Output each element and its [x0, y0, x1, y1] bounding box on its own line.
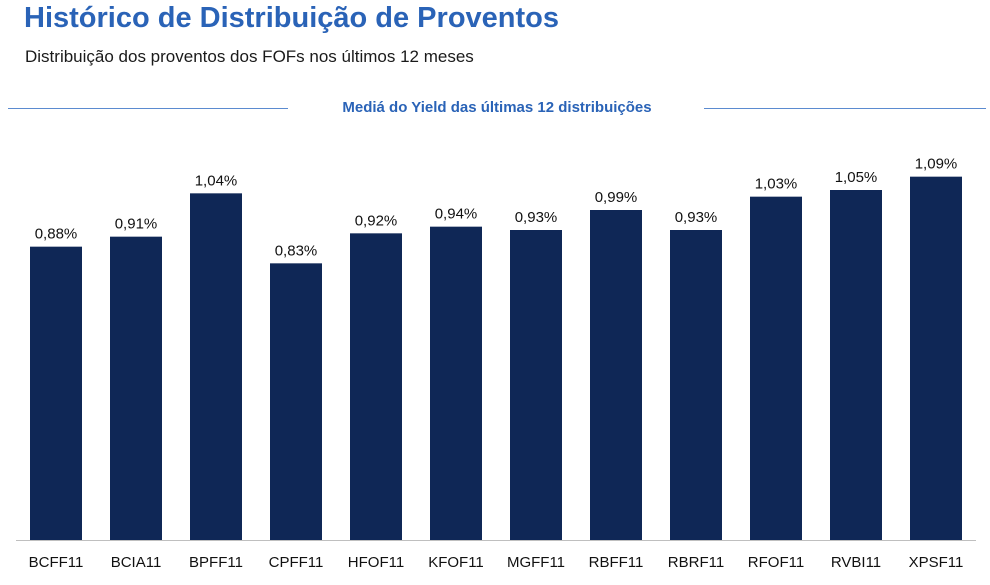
- section-rule-right: [704, 108, 986, 109]
- category-label-bcff11: BCFF11: [29, 554, 84, 571]
- value-label-bcff11: 0,88%: [35, 226, 78, 243]
- bar-mgff11: [510, 230, 562, 540]
- value-label-xpsf11: 1,09%: [915, 156, 958, 173]
- value-label-rvbi11: 1,05%: [835, 169, 878, 186]
- bar-cpff11: [270, 263, 322, 540]
- category-label-bcia11: BCIA11: [111, 554, 162, 571]
- category-label-hfof11: HFOF11: [348, 554, 404, 571]
- category-label-mgff11: MGFF11: [507, 554, 565, 571]
- category-label-bpff11: BPFF11: [189, 554, 243, 571]
- bar-hfof11: [350, 233, 402, 541]
- bar-rbff11: [590, 210, 642, 540]
- page-title: Histórico de Distribuição de Proventos: [24, 2, 559, 34]
- section-label: Mediá do Yield das últimas 12 distribuiç…: [342, 99, 652, 116]
- category-label-rfof11: RFOF11: [748, 554, 804, 571]
- page-subtitle: Distribuição dos proventos dos FOFs nos …: [25, 47, 474, 66]
- value-label-rbff11: 0,99%: [595, 189, 638, 206]
- category-label-rvbi11: RVBI11: [831, 554, 881, 571]
- bar-bcff11: [30, 246, 82, 540]
- value-label-rbrf11: 0,93%: [675, 209, 718, 226]
- section-header: Mediá do Yield das últimas 12 distribuiç…: [8, 96, 986, 120]
- value-label-bcia11: 0,91%: [115, 216, 158, 233]
- category-label-xpsf11: XPSF11: [909, 554, 964, 571]
- bar-rvbi11: [830, 190, 882, 540]
- bar-rbrf11: [670, 230, 722, 540]
- category-label-rbrf11: RBRF11: [668, 554, 724, 571]
- bar-bcia11: [110, 236, 162, 540]
- category-label-rbff11: RBFF11: [589, 554, 644, 571]
- value-label-hfof11: 0,92%: [355, 212, 398, 229]
- bar-xpsf11: [910, 176, 962, 540]
- value-label-cpff11: 0,83%: [275, 242, 318, 259]
- category-label-kfof11: KFOF11: [428, 554, 484, 571]
- value-label-bpff11: 1,04%: [195, 172, 238, 189]
- value-label-kfof11: 0,94%: [435, 206, 478, 223]
- bar-bpff11: [190, 193, 242, 541]
- bar-rfof11: [750, 196, 802, 540]
- section-rule-left: [8, 108, 288, 109]
- bar-kfof11: [430, 226, 482, 540]
- value-label-rfof11: 1,03%: [755, 176, 798, 193]
- category-label-cpff11: CPFF11: [269, 554, 324, 571]
- value-label-mgff11: 0,93%: [515, 209, 558, 226]
